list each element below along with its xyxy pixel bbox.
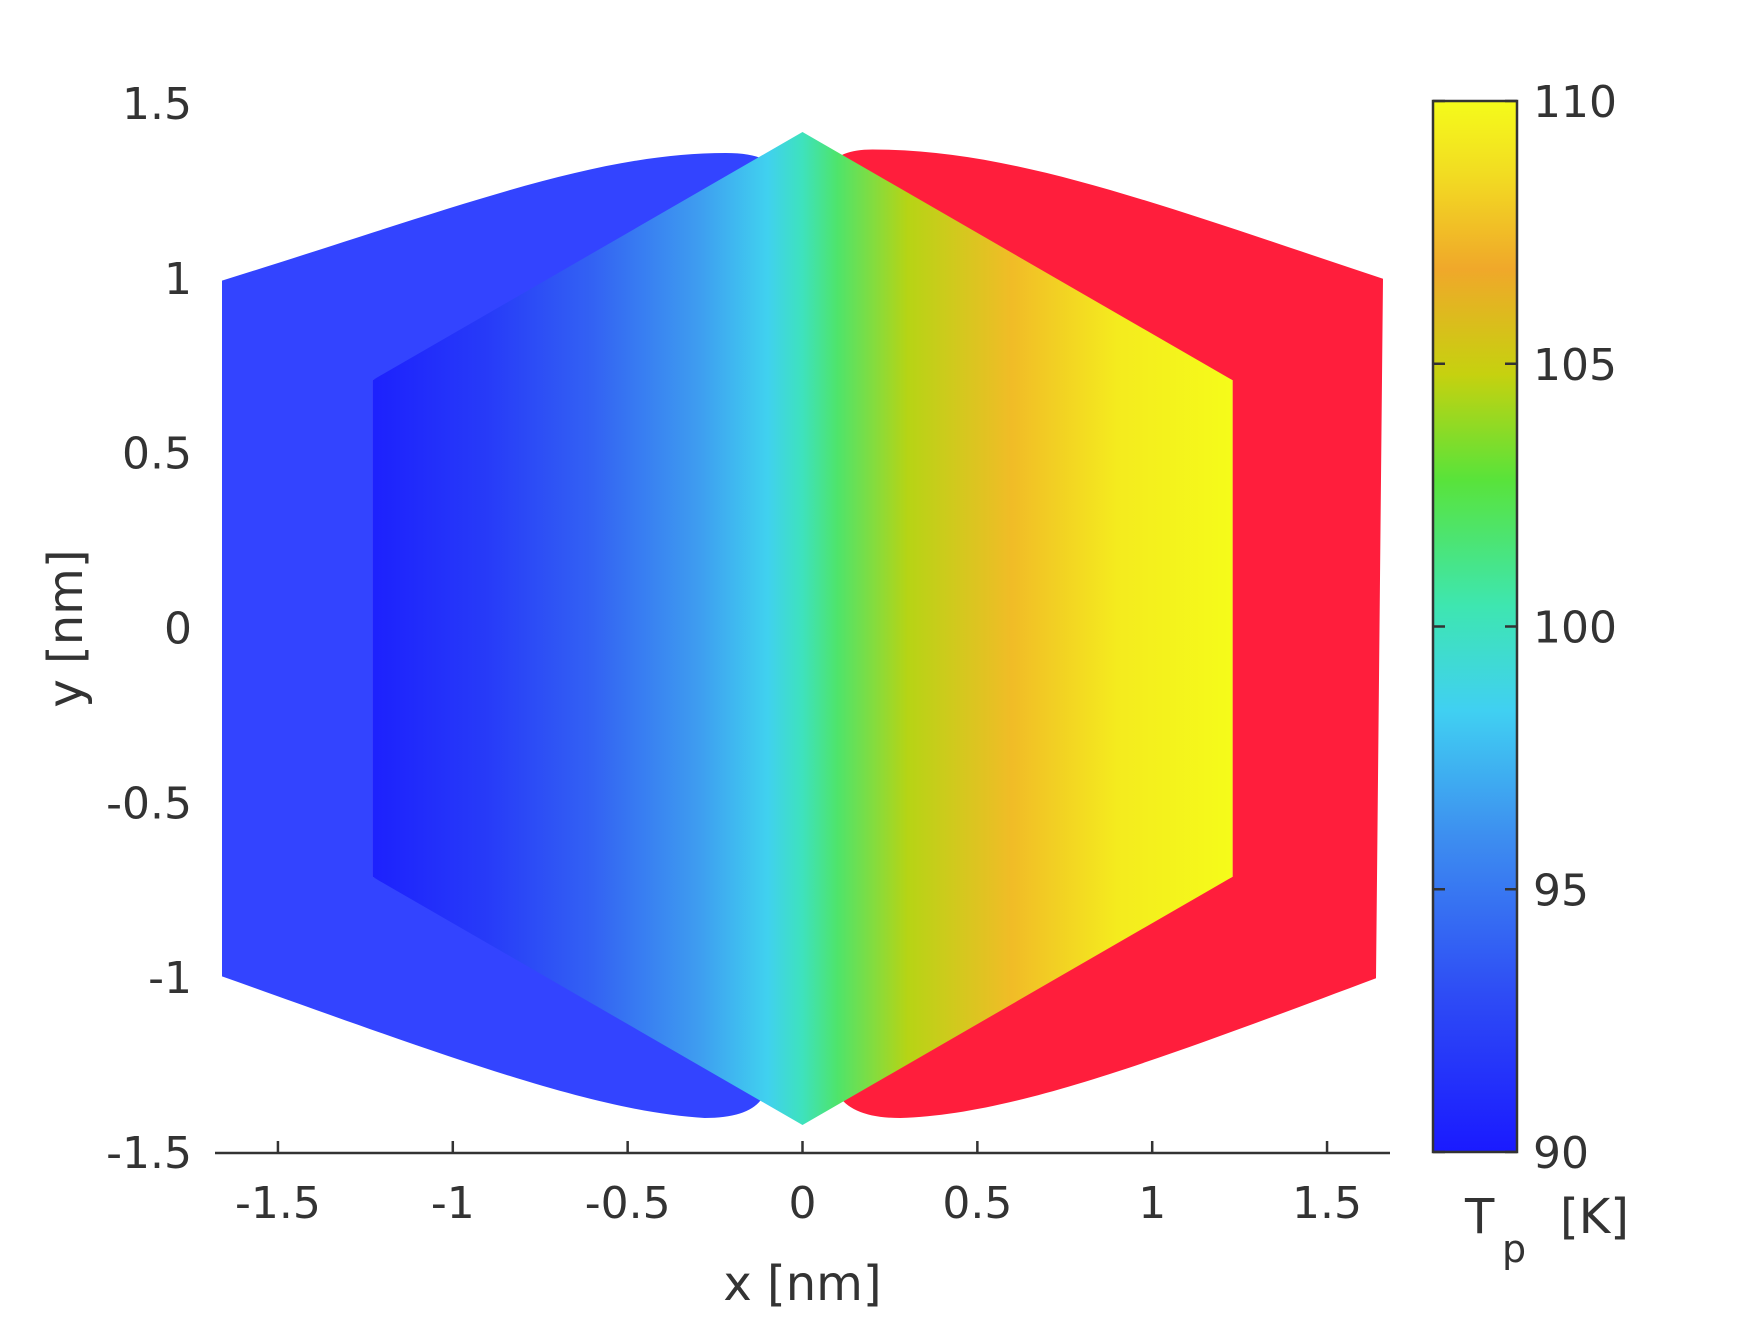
y-tick-label: -0.5: [106, 778, 192, 829]
colorbar-tick-label: 100: [1533, 603, 1617, 654]
x-tick-label: 1: [1138, 1178, 1166, 1229]
y-tick-label: -1.5: [106, 1128, 192, 1179]
colorbar-tick-label: 110: [1533, 77, 1617, 128]
y-axis: -1.5 -1 -0.5 0 0.5 1 1.5: [106, 79, 192, 1179]
right-lead-region: [830, 149, 1383, 1118]
colorbar-gradient: [1431, 99, 1519, 1154]
y-tick-label: 0: [164, 604, 192, 655]
y-axis-label: y [nm]: [38, 549, 94, 707]
x-tick-label: -0.5: [585, 1178, 671, 1229]
colorbar-tick-label: 95: [1533, 865, 1589, 916]
x-tick-label: 1.5: [1292, 1178, 1362, 1229]
x-tick-label: -1.5: [235, 1178, 321, 1229]
x-tick-label: -1: [431, 1178, 475, 1229]
y-tick-label: 1.5: [122, 79, 192, 130]
y-tick-label: 0.5: [122, 429, 192, 480]
x-tick-label: 0: [789, 1178, 817, 1229]
colorbar-label-unit: [K]: [1560, 1189, 1629, 1245]
x-tick-label: 0.5: [942, 1178, 1012, 1229]
y-tick-label: 1: [164, 254, 192, 305]
y-tick-label: -1: [148, 953, 192, 1004]
x-axis-label: x [nm]: [723, 1256, 881, 1312]
colorbar-label-main: T: [1464, 1189, 1495, 1245]
colorbar-label-subscript: p: [1502, 1227, 1526, 1271]
hexagonal-flake-region: [372, 132, 1233, 1125]
colorbar: 90 95 100 105 110 T p [K]: [1431, 77, 1629, 1271]
plot-area: [222, 132, 1383, 1125]
x-axis: -1.5 -1 -0.5 0 0.5 1 1.5: [215, 1141, 1390, 1229]
colorbar-tick-label: 90: [1533, 1128, 1589, 1179]
colorbar-tick-label: 105: [1533, 340, 1617, 391]
left-lead-region: [222, 153, 771, 1118]
